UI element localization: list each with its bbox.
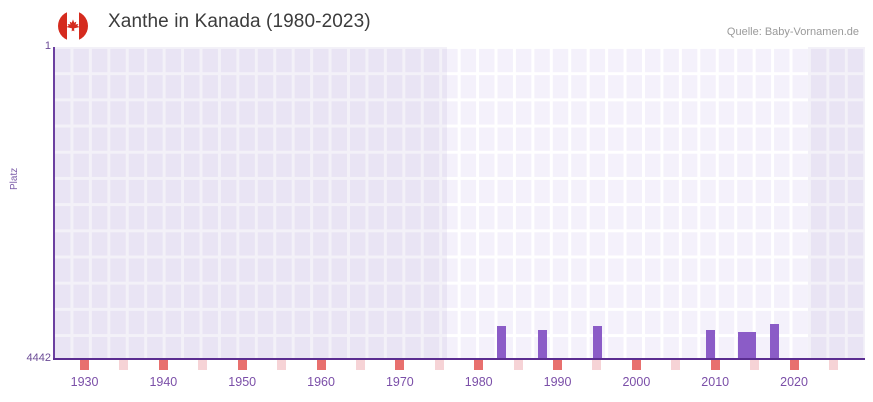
x-tick-marker-1960 xyxy=(316,360,326,370)
x-tick-marker-minor-1985 xyxy=(513,360,523,370)
x-tick-label-1950: 1950 xyxy=(228,375,257,389)
x-tick-label-2010: 2010 xyxy=(701,375,730,389)
bar-1996[interactable] xyxy=(593,326,602,358)
source-attribution: Quelle: Baby-Vornamen.de xyxy=(726,26,859,38)
y-axis-tick-top: 1 xyxy=(44,40,51,52)
plot-area xyxy=(53,47,865,360)
x-tick-label-1990: 1990 xyxy=(543,375,572,389)
bar-2014[interactable] xyxy=(747,332,756,358)
x-tick-marker-minor-1945 xyxy=(198,360,208,370)
bar-2017[interactable] xyxy=(770,324,779,358)
bar-2013[interactable] xyxy=(738,332,747,358)
y-axis-title: Platz xyxy=(9,167,20,190)
x-tick-marker-minor-2025 xyxy=(828,360,838,370)
chart-header: Xanthe in Kanada (1980-2023) Quelle: Bab… xyxy=(0,0,873,47)
x-tick-marker-minor-1935 xyxy=(119,360,129,370)
flag-band-left xyxy=(58,11,67,41)
x-tick-marker-1940 xyxy=(158,360,168,370)
x-tick-label-2020: 2020 xyxy=(780,375,808,389)
plot-gridlines xyxy=(53,47,865,360)
bar-1983[interactable] xyxy=(497,326,506,358)
x-tick-marker-minor-2015 xyxy=(750,360,760,370)
x-tick-marker-minor-2005 xyxy=(671,360,681,370)
bar-1988[interactable] xyxy=(538,330,547,358)
x-tick-marker-1950 xyxy=(237,360,247,370)
x-tick-label-1940: 1940 xyxy=(149,375,178,389)
x-tick-marker-2010 xyxy=(710,360,720,370)
x-tick-label-1930: 1930 xyxy=(70,375,99,389)
no-data-shade-right xyxy=(808,47,865,360)
x-tick-marker-minor-1975 xyxy=(434,360,444,370)
page-title: Xanthe in Kanada (1980-2023) xyxy=(108,11,371,32)
flag-band-right xyxy=(79,11,88,41)
x-tick-label-1960: 1960 xyxy=(307,375,335,389)
x-tick-label-1970: 1970 xyxy=(385,375,414,389)
x-axis-baseline xyxy=(53,358,865,360)
x-tick-marker-minor-1965 xyxy=(355,360,365,370)
x-tick-marker-minor-1955 xyxy=(277,360,287,370)
canada-flag-icon xyxy=(58,11,88,41)
x-tick-label-1980: 1980 xyxy=(464,375,493,389)
maple-leaf-icon xyxy=(66,19,80,32)
x-tick-marker-1970 xyxy=(395,360,405,370)
x-tick-marker-1980 xyxy=(474,360,484,370)
y-axis-tick-bottom: 4442 xyxy=(26,352,51,364)
bar-2009[interactable] xyxy=(706,330,715,358)
x-tick-marker-2000 xyxy=(631,360,641,370)
x-tick-marker-1930 xyxy=(80,360,90,370)
x-tick-marker-2020 xyxy=(789,360,799,370)
no-data-shade-left xyxy=(53,47,447,360)
x-tick-marker-minor-1995 xyxy=(592,360,602,370)
x-tick-marker-1990 xyxy=(553,360,563,370)
y-axis-line xyxy=(53,47,55,360)
x-tick-label-2000: 2000 xyxy=(622,375,651,389)
